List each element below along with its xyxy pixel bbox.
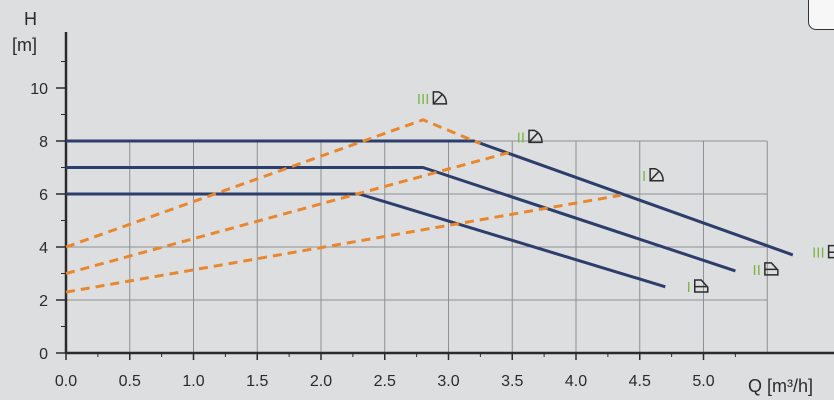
x-tick-label: 1.0 [182, 373, 204, 390]
y-tick-label: 2 [39, 293, 48, 310]
legend-box [808, 0, 834, 30]
constant-pressure-icon [827, 244, 834, 259]
x-tick-label: 2.5 [374, 373, 396, 390]
curve-label-constant-pressure-i: I [687, 279, 709, 296]
x-tick-label: 2.0 [310, 373, 332, 390]
proportional-pressure-icon [432, 91, 448, 105]
curve-label-proportional-pressure-ii: II [517, 129, 543, 146]
curve-label-numeral: III [812, 245, 825, 262]
constant-pressure-icon [764, 262, 779, 276]
y-axis-title-line1: H [24, 9, 37, 29]
x-tick-label: 4.0 [565, 373, 587, 390]
ticks: 0.0 0.5 1.0 1.5 2.0 2.5 3.0 3.5 4.0 4.5 5.0 0 2 4 6 8 10 [30, 61, 736, 390]
curve-label-constant-pressure-ii: II [753, 262, 779, 279]
x-tick-label: 3.0 [437, 373, 459, 390]
curve-label-numeral: II [517, 129, 525, 146]
y-tick-label: 0 [39, 346, 48, 363]
x-tick-label: 1.5 [246, 373, 268, 390]
series-constant-pressure-ii [66, 166, 736, 273]
curve-label-numeral: I [687, 279, 691, 296]
x-tick-label: 0.0 [55, 373, 77, 390]
x-tick-label: 0.5 [119, 373, 141, 390]
y-tick-label: 6 [39, 187, 48, 204]
y-tick-label: 4 [39, 240, 48, 257]
x-axis-title: Q [m³/h] [748, 376, 813, 396]
x-tick-label: 3.5 [501, 373, 523, 390]
series-proportional-pressure-ii [65, 150, 513, 275]
y-tick-label: 10 [30, 81, 48, 98]
constant-pressure-icon [694, 279, 709, 293]
curve-label-proportional-pressure-iii: III [417, 91, 448, 108]
x-tick-label: 4.5 [629, 373, 651, 390]
curve-label-numeral: II [753, 262, 761, 279]
series-proportional-pressure-iii [65, 118, 481, 249]
series-constant-pressure-iii [66, 139, 794, 257]
series-group [65, 118, 794, 294]
curve-label-numeral: I [642, 168, 646, 185]
curve-label-numeral: III [417, 91, 430, 108]
proportional-pressure-icon [528, 129, 543, 144]
x-tick-label: 5.0 [692, 373, 714, 390]
y-axis-title-line2: [m] [12, 35, 37, 55]
curve-label-constant-pressure-iii: III [812, 245, 834, 262]
series-proportional-pressure-i [65, 193, 621, 294]
proportional-pressure-icon [649, 168, 664, 182]
curve-label-proportional-pressure-i: I [642, 168, 664, 185]
y-tick-label: 8 [39, 134, 48, 151]
